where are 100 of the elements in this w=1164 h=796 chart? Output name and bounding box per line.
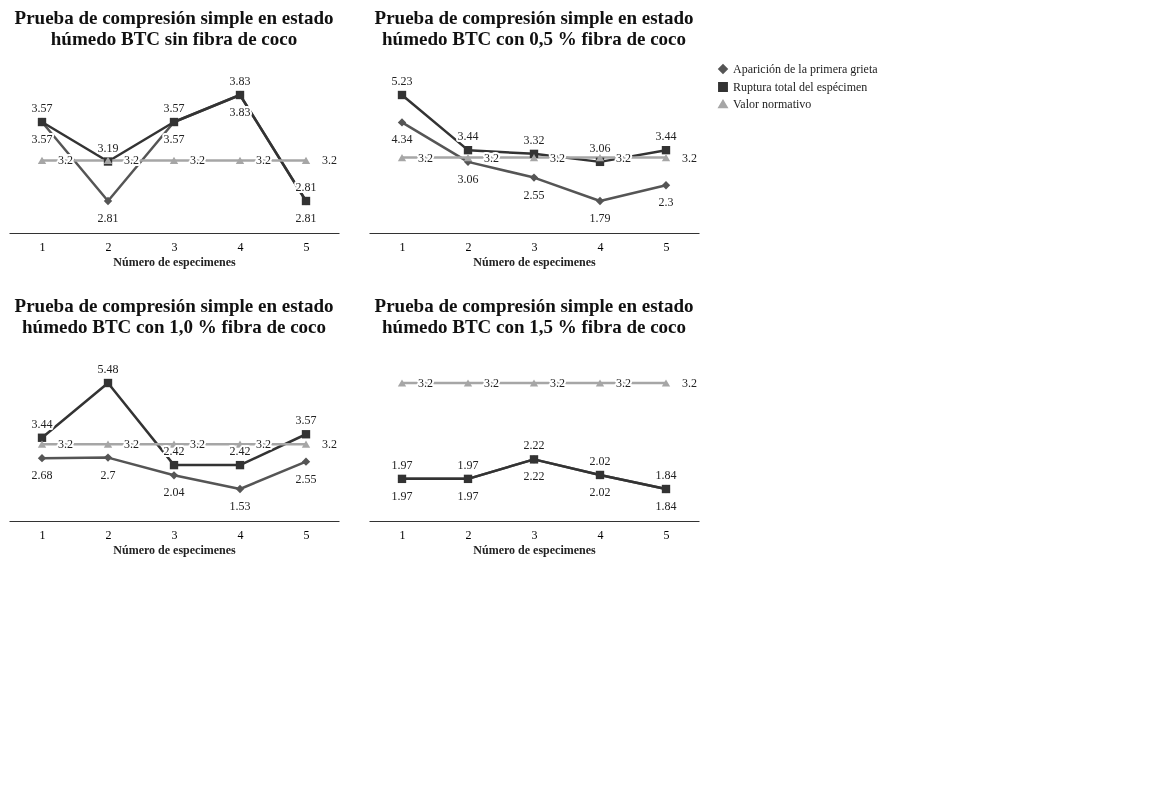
data-label: 1.97 [391, 488, 413, 503]
x-tick-label: 1 [39, 527, 46, 542]
point [463, 153, 473, 162]
data-label: 3.2 [484, 150, 499, 165]
data-label: 1.97 [457, 488, 479, 503]
data-label: 3.57 [163, 132, 185, 147]
x-tick-label: 3 [531, 527, 538, 542]
data-label: 3.19 [97, 140, 119, 155]
x-tick-label: 4 [237, 239, 244, 254]
x-axis-title: Número de especimenes [113, 254, 237, 269]
point [169, 156, 179, 165]
x-axis-title: Número de especimenes [473, 254, 597, 269]
data-label: 1.84 [655, 499, 677, 513]
data-label: 3.2 [190, 437, 205, 452]
data-label: 3.44 [31, 416, 53, 431]
x-tick-label: 3 [171, 527, 178, 542]
data-label: 2.7 [100, 467, 116, 482]
point [397, 90, 407, 100]
point [37, 156, 47, 165]
point [301, 430, 311, 439]
data-label: 2.02 [589, 453, 611, 468]
point [397, 118, 407, 127]
data-label: 3.83 [229, 105, 251, 119]
point [103, 196, 113, 206]
point [529, 173, 539, 182]
point [103, 378, 113, 388]
legend-label: Aparición de la primera grieta [733, 62, 879, 76]
data-label: 3.2 [616, 376, 631, 390]
point [235, 460, 245, 470]
data-label: 2.55 [523, 187, 545, 202]
data-label: 3.57 [295, 413, 317, 428]
point [595, 196, 605, 206]
point [301, 156, 311, 165]
data-label: 3.2 [484, 376, 499, 390]
data-label: 2.81 [295, 211, 317, 225]
point [301, 457, 311, 466]
chart-title: Prueba de compresión simple en estado húmedo BTC con 1,0 % fibra de coco [14, 295, 334, 337]
point [661, 181, 671, 190]
data-label: 5.48 [97, 362, 119, 376]
data-label: 3.57 [163, 101, 185, 116]
x-tick-label: 5 [303, 527, 310, 542]
data-label: 4.34 [391, 132, 413, 147]
x-tick-label: 3 [531, 239, 538, 254]
point [529, 153, 539, 162]
data-label: 3.06 [457, 171, 479, 186]
point [103, 453, 113, 462]
x-tick-label: 2 [105, 239, 112, 254]
x-axis-title: Número de especimenes [113, 542, 237, 557]
x-tick-label: 5 [663, 239, 670, 254]
point [661, 153, 671, 162]
x-tick-label: 2 [105, 527, 112, 542]
data-label: 3.2 [322, 153, 337, 168]
data-label: 5.23 [391, 74, 413, 88]
data-label: 1.79 [589, 211, 611, 225]
data-label: 1.97 [391, 457, 413, 472]
point [235, 156, 245, 165]
point [37, 453, 47, 463]
data-label: 2.22 [523, 438, 545, 453]
x-tick-label: 5 [303, 239, 310, 254]
point [397, 153, 407, 162]
point [103, 440, 113, 448]
point [661, 379, 671, 387]
point [301, 440, 311, 448]
x-tick-label: 3 [171, 239, 178, 254]
x-tick-label: 1 [39, 239, 46, 254]
point [397, 379, 407, 387]
data-label: 3.2 [58, 437, 73, 452]
data-label: 3.2 [256, 437, 271, 452]
data-label: 1.53 [229, 499, 251, 513]
data-label: 2.55 [295, 471, 317, 486]
legend-label: Ruptura total del espécimen [733, 80, 868, 94]
data-label: 1.84 [655, 468, 677, 482]
data-label: 2.42 [229, 444, 251, 459]
point [235, 484, 245, 494]
point [661, 145, 671, 155]
point [595, 153, 605, 162]
data-label: 3.06 [589, 140, 611, 155]
chart-title: Prueba de compresión simple en estado húmedo BTC con 1,5 % fibra de coco [374, 295, 694, 337]
data-label: 3.2 [124, 437, 139, 452]
data-label: 2.68 [31, 468, 53, 483]
point [463, 379, 473, 387]
data-label: 3.2 [682, 150, 697, 165]
x-tick-label: 1 [399, 527, 406, 542]
data-label: 3.57 [31, 101, 53, 116]
point [169, 471, 179, 480]
data-label: 3.2 [418, 150, 433, 165]
data-label: 3.57 [31, 132, 53, 147]
data-label: 3.32 [523, 132, 545, 147]
data-label: 2.42 [163, 444, 185, 459]
data-label: 3.2 [256, 153, 271, 168]
data-label: 3.83 [229, 74, 251, 88]
point [169, 460, 179, 470]
data-label: 3.2 [190, 153, 205, 168]
data-label: 1.97 [457, 457, 479, 472]
legend-label: Valor normativo [733, 97, 812, 111]
data-label: 3.2 [322, 437, 337, 452]
x-tick-label: 2 [465, 527, 472, 542]
x-tick-label: 5 [663, 527, 670, 542]
data-label: 3.2 [682, 376, 697, 390]
chart-title: Prueba de compresión simple en estado húmedo BTC con 0,5 % fibra de coco [374, 7, 694, 49]
